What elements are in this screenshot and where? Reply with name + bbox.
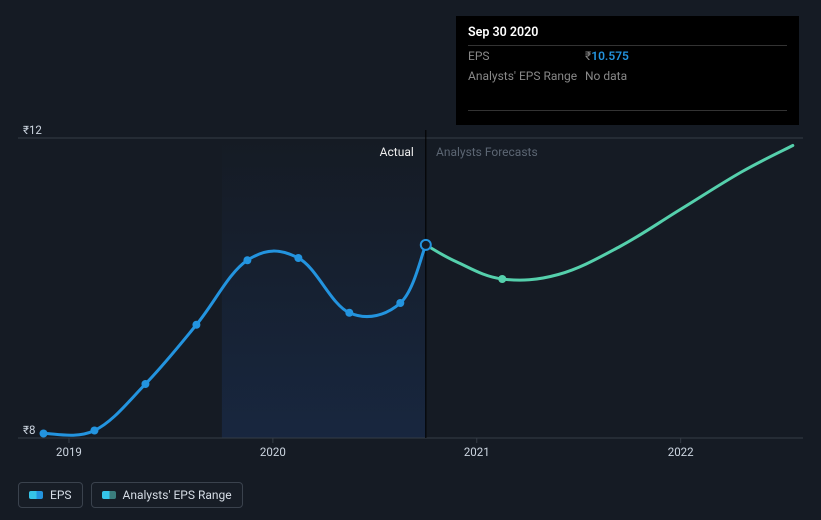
- legend-swatch: [29, 491, 43, 499]
- chart-tooltip: Sep 30 2020 EPS ₹10.575 Analysts' EPS Ra…: [456, 16, 799, 125]
- section-label-forecast: Analysts Forecasts: [436, 145, 538, 159]
- tooltip-key: EPS: [468, 49, 585, 63]
- x-tick-label: 2022: [668, 445, 694, 459]
- x-tick-label: 2021: [464, 445, 490, 459]
- x-tick-label: 2019: [56, 445, 82, 459]
- legend-item[interactable]: Analysts' EPS Range: [91, 482, 243, 508]
- legend-label: EPS: [50, 488, 72, 502]
- tooltip-key: Analysts' EPS Range: [468, 69, 585, 83]
- x-tick-label: 2020: [260, 445, 286, 459]
- legend-label: Analysts' EPS Range: [123, 488, 232, 502]
- legend-item[interactable]: EPS: [18, 482, 83, 508]
- tooltip-val: ₹10.575: [585, 49, 629, 63]
- section-label-actual: Actual: [380, 145, 414, 159]
- eps-forecast-chart: Sep 30 2020 EPS ₹10.575 Analysts' EPS Ra…: [0, 0, 821, 520]
- tooltip-val: No data: [585, 69, 627, 83]
- tooltip-row-eps: EPS ₹10.575: [468, 46, 787, 66]
- eps-value: 10.575: [591, 49, 629, 63]
- tooltip-row-range: Analysts' EPS Range No data: [468, 66, 787, 86]
- y-tick-label: ₹8: [23, 423, 35, 437]
- tooltip-date: Sep 30 2020: [468, 25, 787, 46]
- legend-swatch: [102, 491, 116, 499]
- y-tick-label: ₹12: [23, 123, 42, 137]
- chart-legend: EPS Analysts' EPS Range: [18, 482, 243, 508]
- tooltip-divider: [468, 110, 787, 111]
